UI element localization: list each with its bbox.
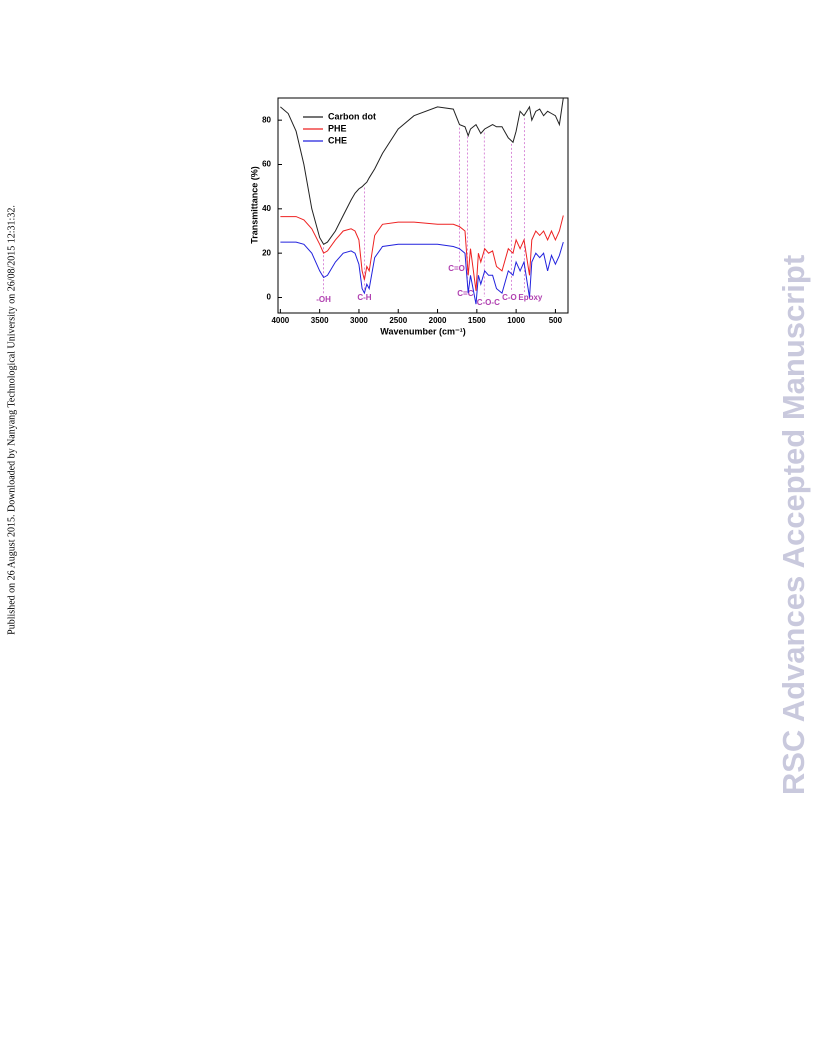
y-tick-label: 40	[262, 204, 271, 213]
x-tick-label: 1500	[468, 316, 486, 325]
x-tick-label: 3500	[311, 316, 329, 325]
x-tick-label: 500	[549, 316, 563, 325]
legend-label: CHE	[328, 135, 347, 145]
y-tick-label: 80	[262, 115, 271, 124]
annotation-label: Epoxy	[518, 293, 543, 302]
x-tick-label: 4000	[271, 316, 289, 325]
series-line	[280, 241, 564, 305]
series-line	[280, 97, 564, 245]
annotation-label: C=O	[448, 264, 465, 273]
y-axis-title: Transmittance (%)	[249, 166, 259, 244]
annotation-label: C-H	[357, 293, 371, 302]
x-tick-label: 1000	[507, 316, 525, 325]
annotation-label: -OH	[316, 295, 331, 304]
annotation-label: C=C	[457, 289, 473, 298]
y-tick-label: 60	[262, 160, 271, 169]
y-tick-label: 0	[267, 293, 272, 302]
x-tick-label: 3000	[350, 316, 368, 325]
annotation-label: C-O	[502, 293, 517, 302]
x-tick-label: 2500	[389, 316, 407, 325]
plot-frame	[277, 97, 569, 314]
legend-label: PHE	[328, 123, 347, 133]
annotation-label: C-O-C	[477, 298, 500, 307]
y-tick-label: 20	[262, 248, 271, 257]
side-note: Published on 26 August 2015. Downloaded …	[6, 205, 17, 635]
watermark: RSC Advances Accepted Manuscript	[776, 255, 811, 795]
x-tick-label: 2000	[429, 316, 447, 325]
x-axis-title: Wavenumber (cm⁻¹)	[380, 326, 465, 336]
legend-label: Carbon dot	[328, 111, 376, 121]
series-line	[280, 215, 564, 291]
